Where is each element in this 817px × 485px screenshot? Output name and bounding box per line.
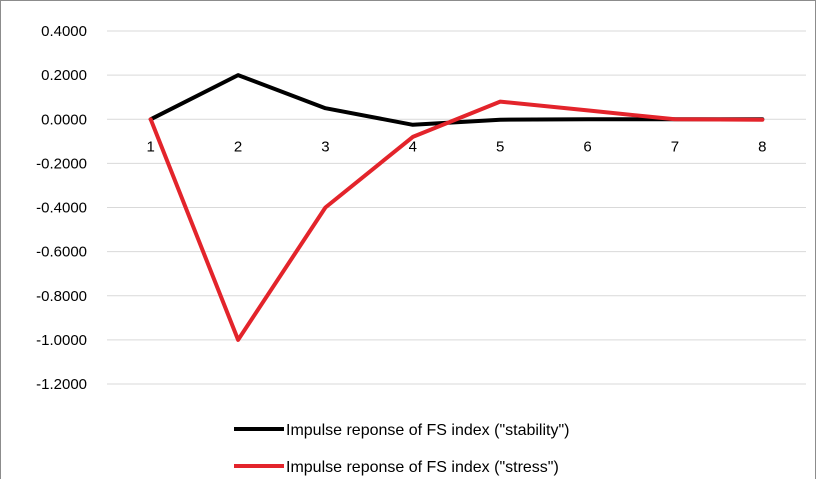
- y-tick-label: 0.0000: [41, 111, 87, 128]
- x-tick-label: 5: [496, 138, 504, 155]
- x-tick-label: 1: [147, 138, 155, 155]
- series-lines: [148, 73, 765, 342]
- x-axis-tick-labels: 1 2 3 4 5 6 7 8: [147, 138, 767, 155]
- gridlines: [107, 30, 806, 385]
- x-tick-label: 6: [583, 138, 591, 155]
- y-tick-label: -1.2000: [36, 376, 87, 393]
- x-tick-label: 8: [758, 138, 766, 155]
- x-tick-label: 4: [409, 138, 417, 155]
- y-axis-tick-labels: 0.4000 0.2000 0.0000 -0.2000 -0.4000 -0.6000 -…: [36, 23, 87, 393]
- legend-label-2: Impulse reponse of FS index ("stress"): [286, 459, 559, 476]
- x-tick-label: 3: [321, 138, 329, 155]
- legend: Impulse reponse of FS index ("stability"…: [234, 422, 569, 476]
- y-tick-label: -1.0000: [36, 332, 87, 349]
- y-tick-label: -0.4000: [36, 200, 87, 217]
- x-tick-label: 7: [671, 138, 679, 155]
- legend-label-1: Impulse reponse of FS index ("stability"…: [286, 422, 569, 439]
- y-tick-label: -0.2000: [36, 155, 87, 172]
- y-tick-label: -0.6000: [36, 244, 87, 261]
- y-tick-label: 0.2000: [41, 67, 87, 84]
- series-line-2: [148, 99, 765, 342]
- y-tick-label: 0.4000: [41, 23, 87, 40]
- y-tick-label: -0.8000: [36, 288, 87, 305]
- x-tick-label: 2: [234, 138, 242, 155]
